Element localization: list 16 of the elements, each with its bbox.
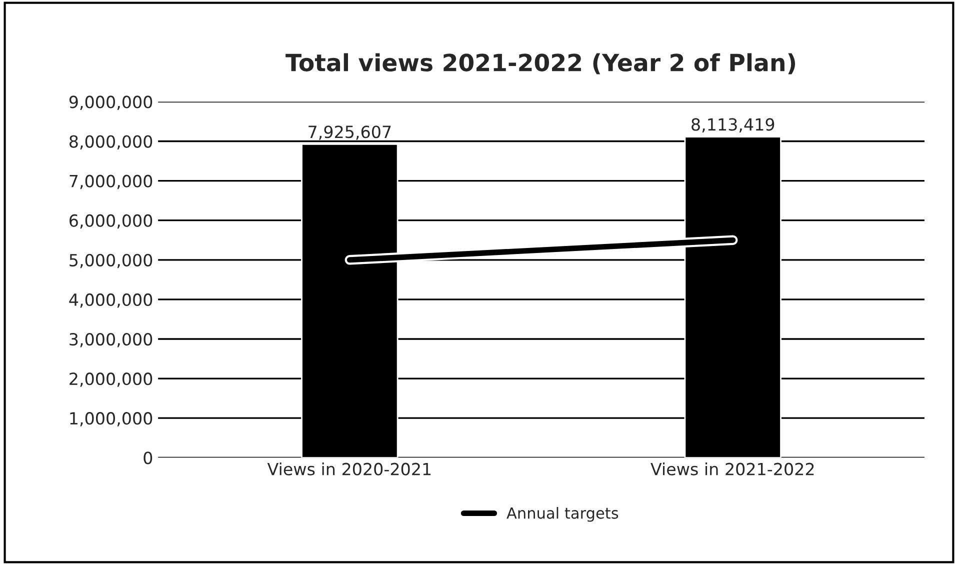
y-tick-label: 5,000,000 xyxy=(70,254,152,268)
x-tick-label: Views in 2021-2022 xyxy=(650,462,814,476)
y-tick-label: 9,000,000 xyxy=(69,96,152,110)
x-tick-label: Views in 2020-2021 xyxy=(267,462,431,476)
chart-title: Total views 2021-2022 (Year 2 of Plan) xyxy=(286,53,796,74)
y-tick-label: 3,000,000 xyxy=(70,332,152,348)
data-label: 8,113,419 xyxy=(692,118,774,132)
y-tick-label: 2,000,000 xyxy=(70,372,152,387)
legend-label: Annual targets xyxy=(506,506,618,522)
y-tick-label: 8,000,000 xyxy=(70,135,152,150)
y-tick-label: 6,000,000 xyxy=(70,214,152,229)
y-tick-label: 0 xyxy=(144,452,152,464)
data-label: 7,925,607 xyxy=(308,126,391,140)
y-tick-label: 4,000,000 xyxy=(69,293,152,308)
y-tick-label: 1,000,000 xyxy=(70,412,152,426)
y-tick-label: 7,000,000 xyxy=(70,174,152,190)
